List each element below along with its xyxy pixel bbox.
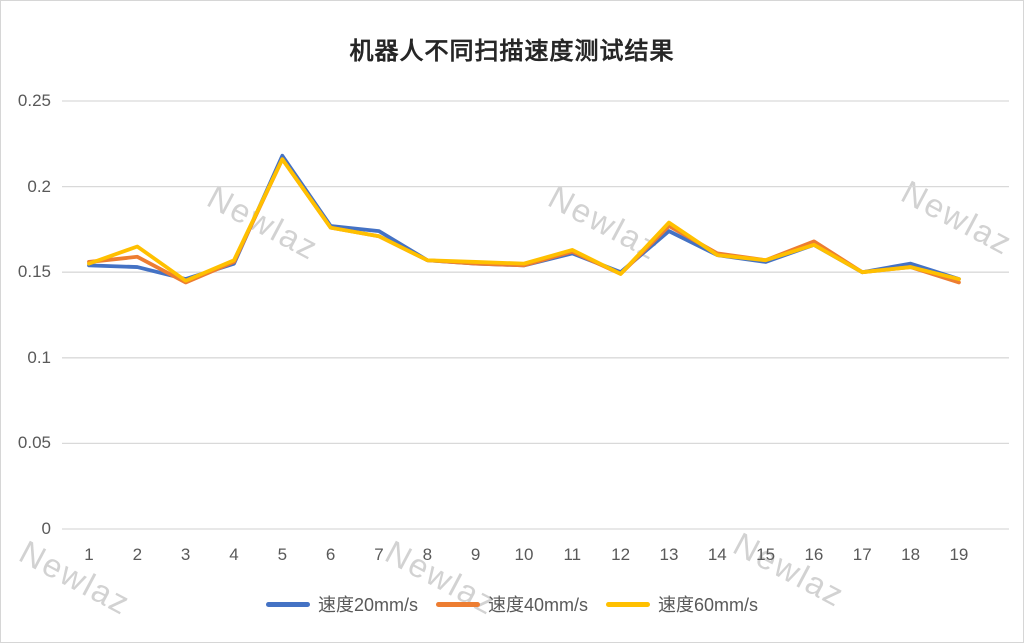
y-axis-label: 0.25: [17, 91, 51, 110]
x-axis-label: 3: [180, 545, 191, 564]
x-axis-label: 9: [470, 545, 481, 564]
y-axis-label: 0.2: [27, 176, 51, 196]
x-axis-label: 2: [132, 545, 143, 564]
x-axis-label: 15: [756, 545, 776, 564]
legend: 速度20mm/s 速度40mm/s 速度60mm/s: [1, 591, 1023, 617]
legend-swatch-speed-60: [606, 601, 650, 607]
x-axis-label: 11: [563, 545, 582, 564]
legend-item-speed-40: 速度40mm/s: [435, 591, 588, 617]
x-axis-label: 10: [514, 545, 534, 564]
legend-swatch-speed-20: [265, 601, 310, 607]
legend-item-speed-60: 速度60mm/s: [606, 591, 758, 617]
legend-label-speed-60: 速度60mm/s: [658, 595, 759, 615]
legend-swatch-speed-40: [435, 601, 480, 607]
series-line-0: [87, 153, 961, 281]
x-axis-label: 13: [659, 545, 679, 564]
x-axis-label: 19: [949, 545, 969, 564]
series-line-2: [87, 157, 961, 283]
chart-title: 机器人不同扫描速度测试结果: [349, 38, 675, 65]
x-axis-label: 16: [804, 545, 824, 564]
x-axis-label: 18: [901, 545, 921, 564]
y-axis-label: 0.15: [17, 262, 51, 282]
x-axis-label: 4: [229, 545, 239, 564]
x-axis-label: 8: [422, 545, 433, 564]
x-axis-label: 17: [852, 545, 872, 564]
y-axis-label: 0.05: [17, 433, 51, 453]
x-axis-label: 6: [325, 545, 336, 564]
y-axis-label: 0.1: [27, 347, 51, 367]
legend-item-speed-20: 速度20mm/s: [265, 591, 418, 617]
x-axis-label: 14: [707, 545, 727, 564]
legend-label-speed-20: 速度20mm/s: [317, 595, 418, 615]
x-axis-label: 5: [277, 545, 288, 564]
y-axis-label: 0: [41, 519, 51, 538]
x-axis-label: 7: [374, 545, 384, 564]
legend-label-speed-40: 速度40mm/s: [487, 595, 588, 615]
x-axis-label: 1: [84, 545, 94, 564]
x-axis-label: 12: [611, 545, 631, 564]
